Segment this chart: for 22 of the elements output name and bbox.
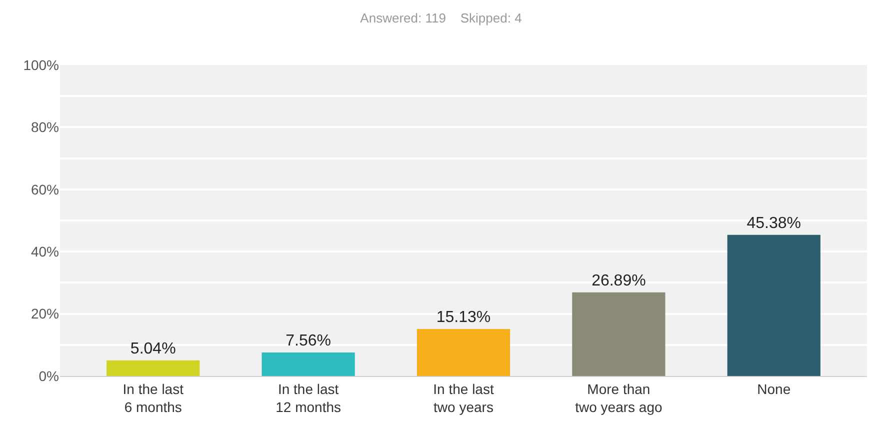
y-tick-label: 100% xyxy=(23,56,59,73)
x-tick-label: In the last 6 months xyxy=(122,380,184,415)
bar xyxy=(106,360,200,376)
bar xyxy=(727,234,820,376)
y-tick-label: 40% xyxy=(30,244,59,260)
data-label: 15.13% xyxy=(436,308,491,326)
chart-title: Answered: 119 Skipped: 4 xyxy=(360,10,522,26)
bar xyxy=(572,292,666,376)
y-tick-label: 80% xyxy=(30,119,59,136)
bar xyxy=(262,352,355,376)
data-label: 45.38% xyxy=(746,214,802,232)
data-label: 7.56% xyxy=(286,332,331,350)
y-tick-label: 0% xyxy=(38,368,59,384)
data-label: 26.89% xyxy=(592,272,646,290)
data-label: 5.04% xyxy=(130,340,176,358)
x-tick-label: In the last 12 months xyxy=(276,380,341,415)
bar xyxy=(416,328,510,376)
y-tick-label: 20% xyxy=(30,306,59,322)
x-tick-label: More than two years ago xyxy=(575,380,662,415)
x-tick-label: In the last two years xyxy=(433,380,494,415)
x-tick-label: None xyxy=(757,380,791,397)
y-tick-label: 60% xyxy=(30,181,59,198)
